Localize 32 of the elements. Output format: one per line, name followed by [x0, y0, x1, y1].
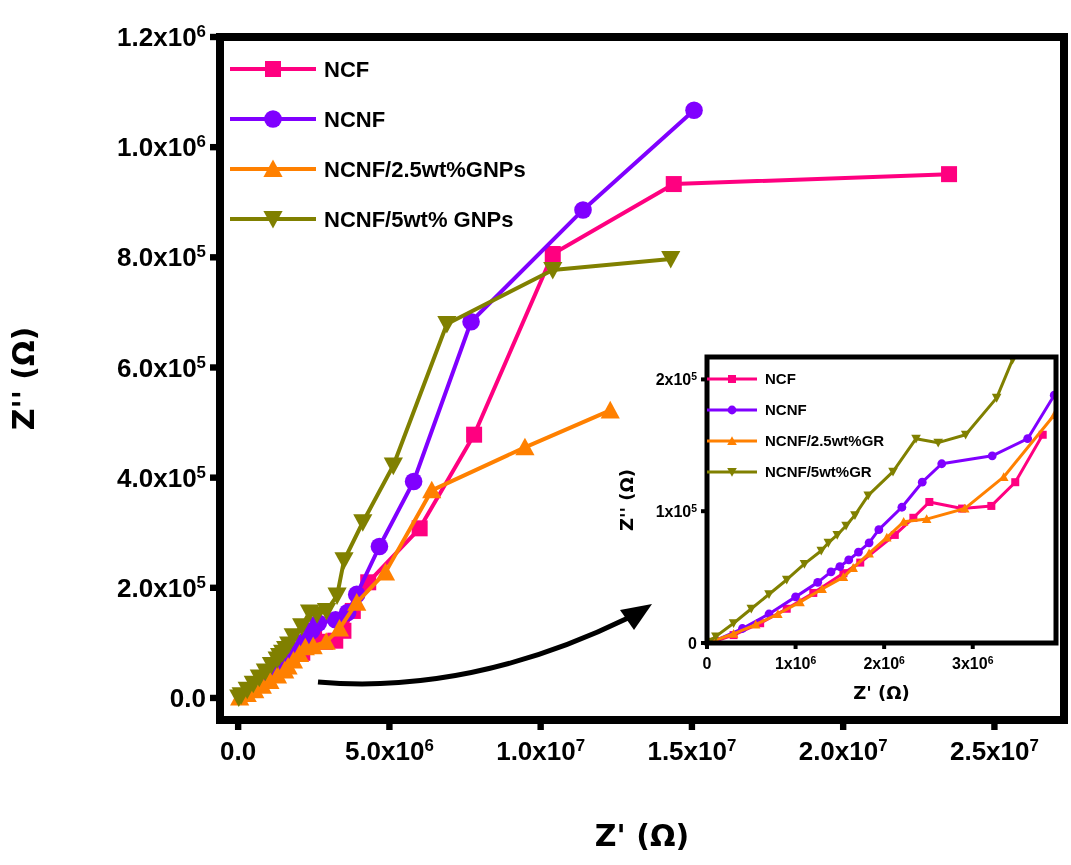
x-tick-label: 1x10$^{6}$ [774, 654, 817, 672]
legend-label: NCNF/5wt%GR [765, 463, 872, 481]
legend-label: NCNF [324, 106, 386, 132]
x-tick-label: 5.0x10$^{6}$ [344, 735, 434, 766]
x-tick-label: 2x10$^{6}$ [863, 654, 906, 672]
legend-label: NCNF/5wt% GNPs [324, 206, 514, 232]
legend-label: NCNF [765, 401, 807, 419]
x-tick-label: 1.5x10$^{7}$ [647, 735, 737, 766]
y-tick-label: 1x10$^{5}$ [655, 502, 698, 520]
x-tick-label: 3x10$^{6}$ [952, 654, 994, 672]
legend-label: NCNF/2.5wt%GNPs [324, 156, 526, 182]
x-tick-label: 0 [702, 655, 712, 672]
y-tick-label: 0 [688, 634, 698, 652]
legend-label: NCF [324, 56, 370, 82]
y-tick-label: 6.0x10$^{5}$ [117, 352, 206, 383]
x-axis-title: Z' (Ω) [853, 682, 910, 703]
y-tick-label: 2.0x10$^{5}$ [117, 572, 206, 603]
x-tick-label: 0.0 [220, 736, 257, 766]
x-tick-label: 1.0x10$^{7}$ [496, 735, 586, 766]
y-tick-label: 1.2x10$^{6}$ [117, 21, 206, 53]
y-axis-title: Z'' (Ω) [6, 326, 41, 431]
y-tick-label: 8.0x10$^{5}$ [117, 241, 206, 273]
y-tick-label: 0.0 [169, 683, 206, 714]
legend-label: NCF [765, 370, 796, 388]
x-axis-title: Z' (Ω) [594, 818, 690, 853]
y-tick-label: 1.0x10$^{6}$ [117, 131, 206, 163]
y-tick-label: 4.0x10$^{5}$ [117, 462, 206, 493]
y-tick-label: 2x10$^{5}$ [655, 370, 698, 389]
legend-label: NCNF/2.5wt%GR [765, 432, 885, 450]
x-tick-label: 2.0x10$^{7}$ [798, 735, 888, 766]
y-axis-title: Z'' (Ω) [616, 468, 637, 532]
x-tick-label: 2.5x10$^{7}$ [949, 735, 1039, 766]
